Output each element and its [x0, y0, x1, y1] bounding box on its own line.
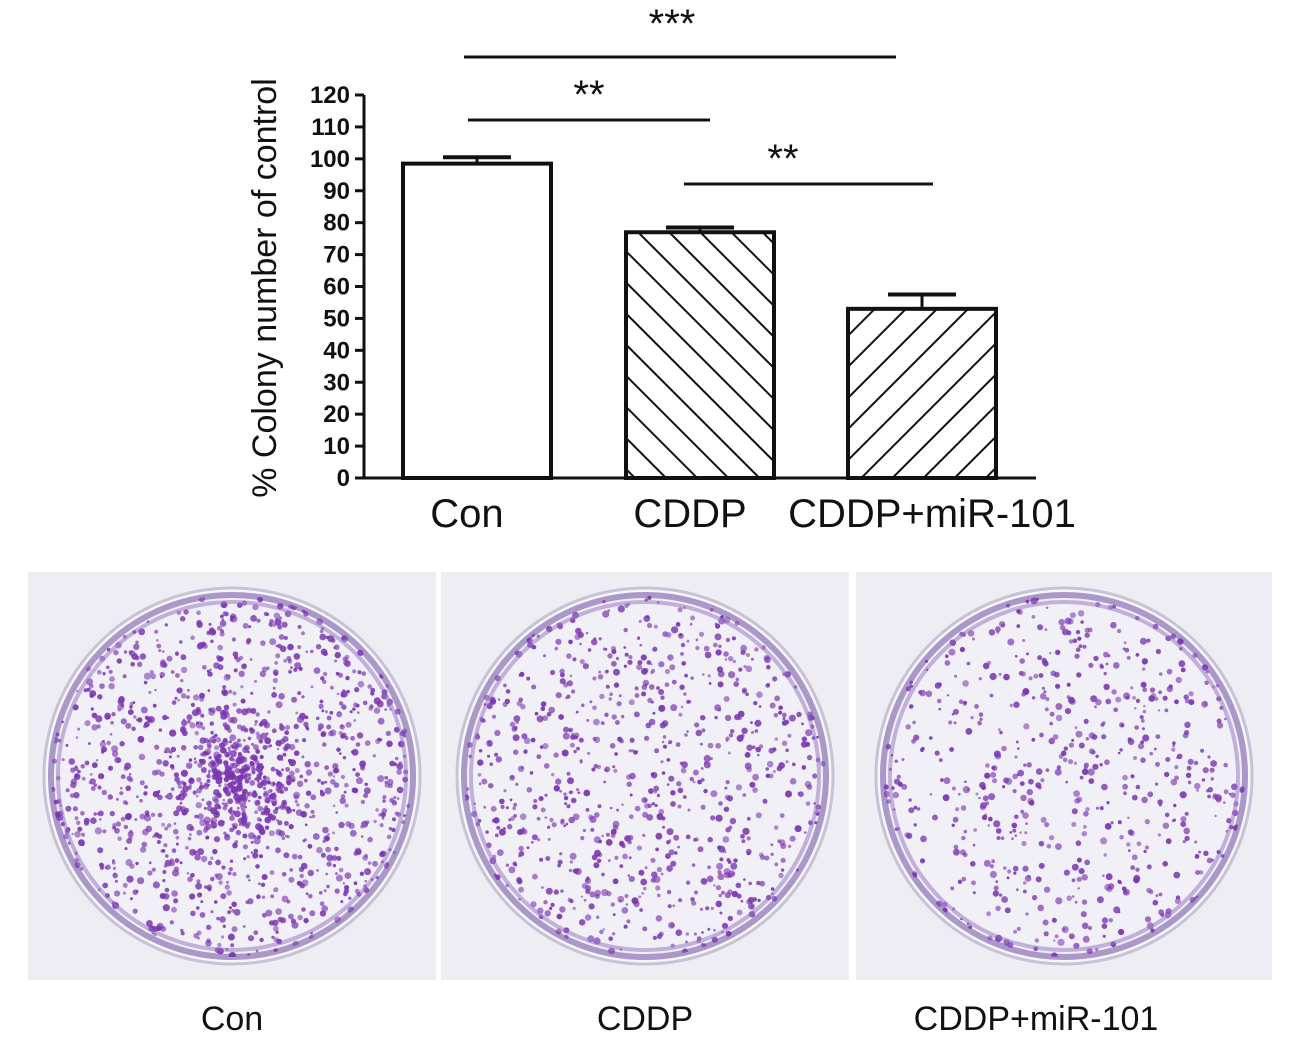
x-axis-categories: Con CDDP CDDP+miR-101	[430, 492, 1076, 536]
significance-label: **	[573, 73, 604, 117]
bar-cddp-mir101	[846, 306, 998, 481]
significance-label: **	[767, 137, 798, 181]
bar-cddp	[624, 230, 776, 480]
y-tick-label: 60	[323, 274, 350, 301]
photo-label-cddp-mir101: CDDP+miR-101	[913, 1000, 1159, 1038]
y-axis-ticks: 0 10 20 30 40 50 60 70 80 90 100 110 120	[310, 82, 364, 492]
y-tick-label: 10	[323, 433, 350, 460]
y-axis-label: % Colony number of control	[246, 78, 284, 498]
y-tick-label: 110	[311, 114, 350, 141]
photo-label-con: Con	[200, 1000, 264, 1038]
dish-con	[42, 586, 422, 966]
photo-label-cddp: CDDP	[596, 1000, 694, 1038]
y-tick-label: 50	[323, 305, 350, 332]
dish-cddp-mir101	[874, 586, 1254, 966]
bar-con	[401, 161, 553, 481]
y-tick-label: 30	[323, 369, 350, 396]
x-category-label: Con	[430, 492, 503, 536]
bars	[401, 155, 998, 481]
significance-label: ***	[649, 2, 696, 46]
dish-edge-stain	[56, 600, 408, 952]
colony-dots	[51, 596, 411, 957]
colony-dots	[464, 595, 826, 955]
x-category-label: CDDP+miR-101	[788, 492, 1076, 536]
y-tick-label: 100	[310, 146, 350, 173]
x-category-label: CDDP	[633, 492, 746, 536]
dish-edge-stain	[888, 600, 1240, 952]
y-tick-label: 20	[323, 401, 350, 428]
y-tick-label: 80	[323, 210, 350, 237]
significance-brackets: *******	[464, 2, 933, 186]
y-tick-label: 90	[323, 178, 350, 205]
y-tick-label: 70	[323, 242, 350, 269]
bar-chart: % Colony number of control 0 10 20 30 40 50 60…	[246, 2, 1076, 536]
y-tick-label: 0	[337, 465, 350, 492]
y-tick-label: 120	[310, 82, 350, 109]
colony-photos	[28, 572, 1272, 980]
y-tick-label: 40	[323, 337, 350, 364]
dish-edge-stain	[469, 600, 821, 952]
dish-cddp	[455, 586, 835, 966]
